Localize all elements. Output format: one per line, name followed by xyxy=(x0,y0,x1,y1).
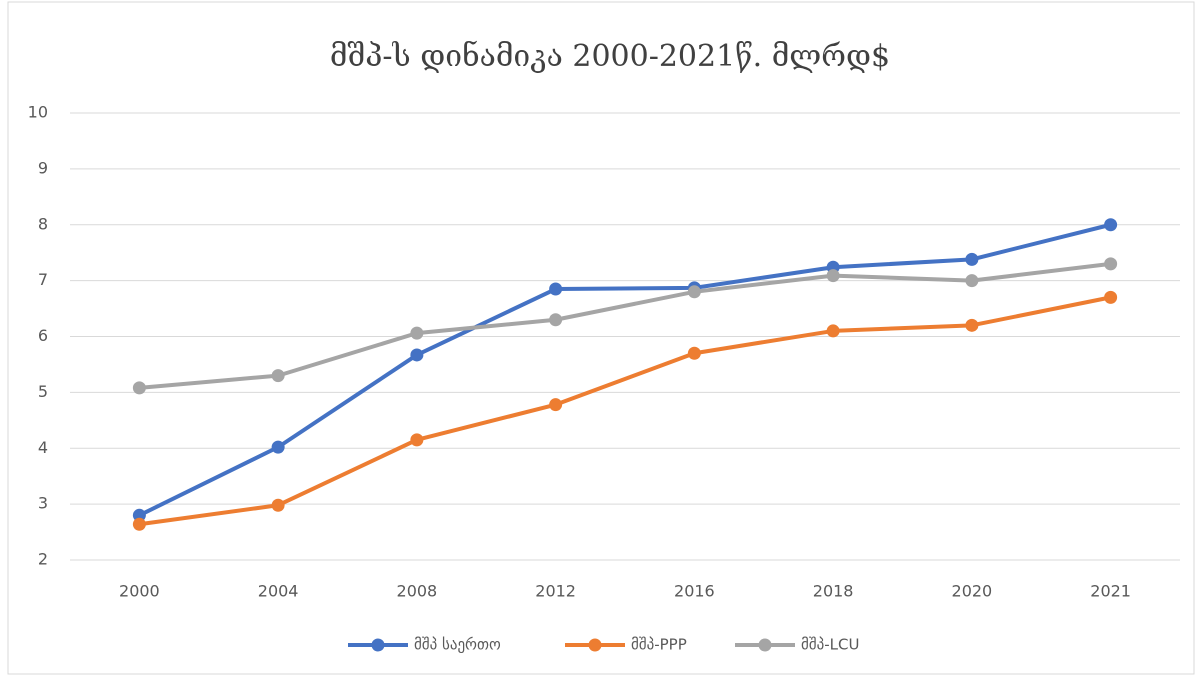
data-point xyxy=(549,282,563,296)
y-tick-label: 2 xyxy=(38,550,48,569)
series-line xyxy=(138,222,1112,518)
y-tick-label: 8 xyxy=(38,214,48,233)
legend-label: მშპ-PPP xyxy=(631,636,687,654)
y-tick-label: 3 xyxy=(38,494,48,513)
data-point xyxy=(132,517,146,531)
y-tick-label: 7 xyxy=(38,270,48,289)
data-point xyxy=(132,508,146,522)
x-tick-label: 2000 xyxy=(119,582,160,601)
data-point xyxy=(271,498,285,512)
data-point xyxy=(132,381,146,395)
data-point xyxy=(687,285,701,299)
data-point xyxy=(549,398,563,412)
y-tick-label: 10 xyxy=(28,103,48,122)
legend-label: მშპ საერთო xyxy=(414,636,501,654)
x-tick-label: 2020 xyxy=(952,582,993,601)
data-point xyxy=(965,274,979,288)
data-point xyxy=(687,346,701,360)
data-point xyxy=(410,433,424,447)
y-tick-label: 9 xyxy=(38,158,48,177)
legend-marker xyxy=(371,638,385,652)
chart-border xyxy=(7,1,1195,675)
series-line xyxy=(139,295,1112,527)
data-point xyxy=(1104,257,1118,271)
data-point xyxy=(826,324,840,338)
x-tick-label: 2021 xyxy=(1090,582,1131,601)
y-tick-label: 6 xyxy=(38,326,48,345)
x-tick-label: 2018 xyxy=(813,582,854,601)
data-point xyxy=(410,326,424,340)
data-point xyxy=(1104,290,1118,304)
data-point xyxy=(410,348,424,362)
x-tick-label: 2008 xyxy=(397,582,438,601)
x-tick-label: 2016 xyxy=(674,582,715,601)
data-point xyxy=(965,252,979,266)
data-point xyxy=(965,318,979,332)
data-point xyxy=(1104,218,1118,232)
x-tick-label: 2012 xyxy=(535,582,576,601)
y-tick-label: 4 xyxy=(38,438,48,457)
data-point xyxy=(271,440,285,454)
y-tick-label: 5 xyxy=(38,382,48,401)
legend-marker xyxy=(758,638,772,652)
legend-marker xyxy=(588,638,602,652)
data-point xyxy=(271,369,285,383)
x-tick-label: 2004 xyxy=(258,582,299,601)
data-point xyxy=(826,269,840,283)
data-point xyxy=(549,313,563,327)
series-line xyxy=(139,261,1111,390)
legend-label: მშპ-LCU xyxy=(801,636,859,654)
chart-title: მშპ-ს დინამიკა 2000-2021წ. მლრდ$ xyxy=(330,39,890,74)
